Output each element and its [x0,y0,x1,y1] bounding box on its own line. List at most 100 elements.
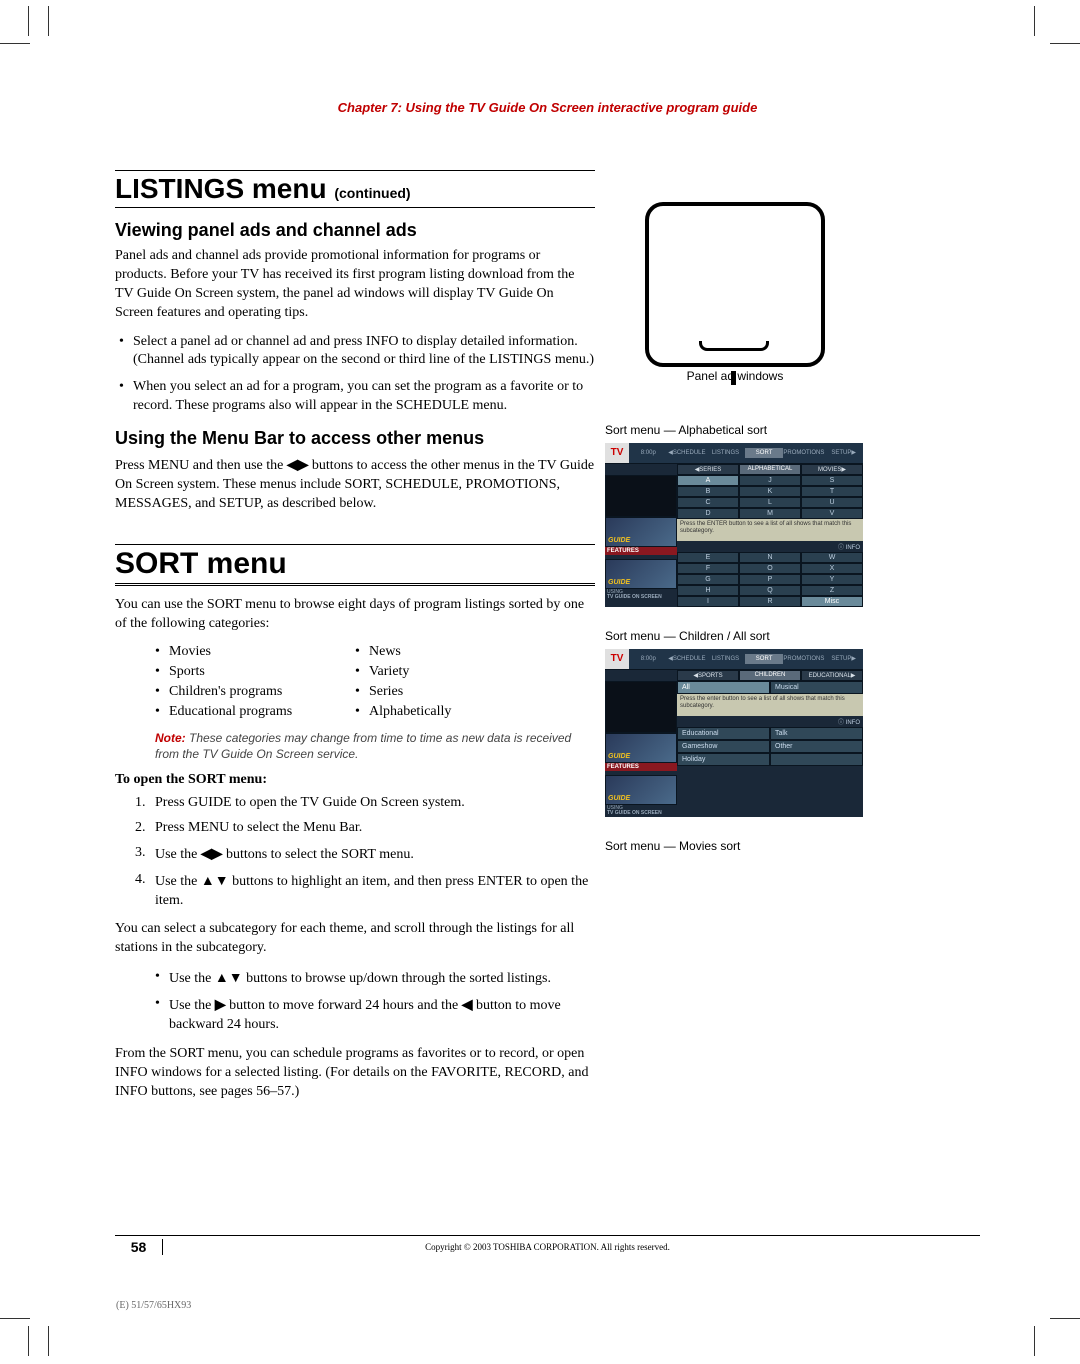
body-paragraph: Press MENU and then use the ◀▶ buttons t… [115,455,595,514]
screenshot-children-sort: TV 8:00p ◀SCHEDULE LISTINGS SORT PROMOTI… [605,649,863,817]
subtab: MOVIES▶ [801,464,863,475]
alpha-cell: B [677,486,739,497]
category-item: Variety [355,664,555,680]
step-item: Press GUIDE to open the TV Guide On Scre… [135,794,595,813]
features-label: FEATURES [605,763,677,771]
alpha-cell: F [677,563,739,574]
alpha-cell: A [677,475,739,486]
tvguide-label: USINGTV GUIDE ON SCREEN [605,589,677,601]
alpha-cell: K [739,486,801,497]
step-list: Press GUIDE to open the TV Guide On Scre… [135,794,595,910]
subtab-active: ALPHABETICAL [739,464,801,475]
alpha-cell: G [677,574,739,585]
sub-bullet-list: Use the ▲▼ buttons to browse up/down thr… [155,968,595,1035]
category-item: Educational programs [155,704,355,720]
alpha-cell: O [739,563,801,574]
preview-window [605,681,677,733]
tab: PROMOTIONS [783,654,824,664]
note-text: Note: These categories may change from t… [155,730,595,762]
subtab: ◀SERIES [677,464,739,475]
alpha-cell: N [739,552,801,563]
alpha-cell: U [801,497,863,508]
screenshot-alpha-sort: TV 8:00p ◀SCHEDULE LISTINGS SORT PROMOTI… [605,443,863,607]
category-item: News [355,644,555,660]
caption-children-sort: Sort menu — Children / All sort [605,629,865,643]
text: Press MENU and then use the [115,458,287,473]
step-item: Use the ▲▼ buttons to highlight an item,… [135,871,595,911]
tab: LISTINGS [706,654,745,664]
tab-active: SORT [745,654,784,664]
child-category-list: Educational Talk Gameshow Other Holiday [677,727,863,766]
alpha-cell: Q [739,585,801,596]
bullet-item: Select a panel ad or channel ad and pres… [115,333,595,371]
alpha-cell: Misc [801,596,863,607]
guide-ad: GUIDE [605,517,677,547]
tv-logo-icon: TV [605,443,629,463]
tab: 8:00p [629,448,668,458]
note-body: These categories may change from time to… [155,731,571,761]
step-item: Press MENU to select the Menu Bar. [135,819,595,838]
alpha-cell: L [739,497,801,508]
alpha-cell: R [739,596,801,607]
alpha-cell: E [677,552,739,563]
child-cell: Musical [770,681,863,694]
tab: SETUP▶ [824,653,863,664]
subtab: EDUCATIONAL▶ [801,670,863,681]
tab: PROMOTIONS [783,448,824,458]
tvguide-label: USINGTV GUIDE ON SCREEN [605,805,677,817]
tab: ◀SCHEDULE [668,653,707,664]
tab-active: SORT [745,448,784,458]
section-title-listings: LISTINGS menu (continued) [115,170,595,208]
tab: 8:00p [629,654,668,664]
alpha-cell: P [739,574,801,585]
tab: SETUP▶ [824,447,863,458]
bullet-item: Use the ▲▼ buttons to browse up/down thr… [155,968,595,989]
document-code: (E) 51/57/65HX93 [116,1300,191,1311]
caption-alpha-sort: Sort menu — Alphabetical sort [605,423,865,437]
subtab-active: CHILDREN [739,670,801,681]
alpha-cell: C [677,497,739,508]
child-cell [770,753,863,766]
info-indicator: ⓘ INFO [677,541,863,552]
alpha-cell: H [677,585,739,596]
left-right-arrows-icon: ◀▶ [201,845,223,861]
category-columns: Movies Sports Children's programs Educat… [155,644,595,724]
hint-text: Press the ENTER button to see a list of … [677,519,863,541]
body-paragraph: You can select a subcategory for each th… [115,920,595,958]
note-label: Note: [155,731,186,745]
alpha-cell: V [801,508,863,519]
title-text: LISTINGS menu [115,173,327,204]
category-item: Sports [155,664,355,680]
alpha-cell: M [739,508,801,519]
right-arrow-icon: ▶ [215,996,226,1012]
copyright-text: Copyright © 2003 TOSHIBA CORPORATION. Al… [115,1242,980,1252]
left-right-arrows-icon: ◀▶ [287,456,309,472]
alpha-cell: T [801,486,863,497]
alpha-cell: Z [801,585,863,596]
bullet-item: When you select an ad for a program, you… [115,378,595,416]
left-arrow-icon: ◀ [462,996,473,1012]
up-down-arrows-icon: ▲▼ [201,872,229,888]
title-continued: (continued) [334,185,410,201]
tab: LISTINGS [706,448,745,458]
category-item: Series [355,684,555,700]
child-cell: All [677,681,770,694]
body-paragraph: You can use the SORT menu to browse eigh… [115,596,595,634]
child-cell: Gameshow [677,740,770,753]
category-list-left: Movies Sports Children's programs Educat… [155,644,355,724]
section-title-sort: SORT menu [115,544,595,584]
main-column: LISTINGS menu (continued) Viewing panel … [115,170,595,1102]
bullet-item: Use the ▶ button to move forward 24 hour… [155,995,595,1035]
child-cell: Other [770,740,863,753]
page-footer: 58 Copyright © 2003 TOSHIBA CORPORATION.… [115,1235,980,1257]
tv-logo-icon: TV [605,649,629,669]
child-cell: Holiday [677,753,770,766]
alpha-cell: S [801,475,863,486]
caption-movies-sort: Sort menu — Movies sort [605,839,865,853]
side-column: Panel ad windows Sort menu — Alphabetica… [605,202,865,859]
subhead-panel-ads: Viewing panel ads and channel ads [115,220,595,241]
alpha-cell: D [677,508,739,519]
category-item: Children's programs [155,684,355,700]
subtab: ◀SPORTS [677,670,739,681]
menu-tabs: 8:00p ◀SCHEDULE LISTINGS SORT PROMOTIONS… [629,649,863,669]
